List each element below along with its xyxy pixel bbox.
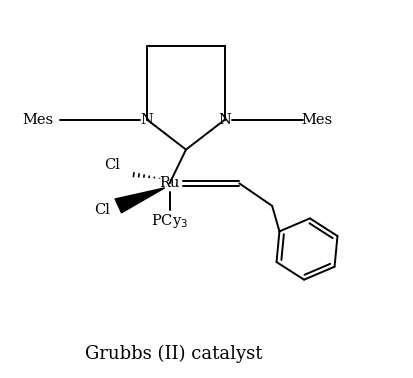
Text: N: N — [140, 113, 154, 127]
Text: Mes: Mes — [23, 113, 54, 127]
Polygon shape — [115, 188, 165, 213]
Text: PCy$_3$: PCy$_3$ — [151, 212, 188, 230]
Text: Grubbs (II) catalyst: Grubbs (II) catalyst — [85, 345, 262, 363]
Text: N: N — [218, 113, 231, 127]
Text: Ru: Ru — [159, 177, 180, 191]
Text: Mes: Mes — [302, 113, 333, 127]
Text: Cl: Cl — [104, 158, 120, 172]
Text: Cl: Cl — [94, 203, 110, 217]
